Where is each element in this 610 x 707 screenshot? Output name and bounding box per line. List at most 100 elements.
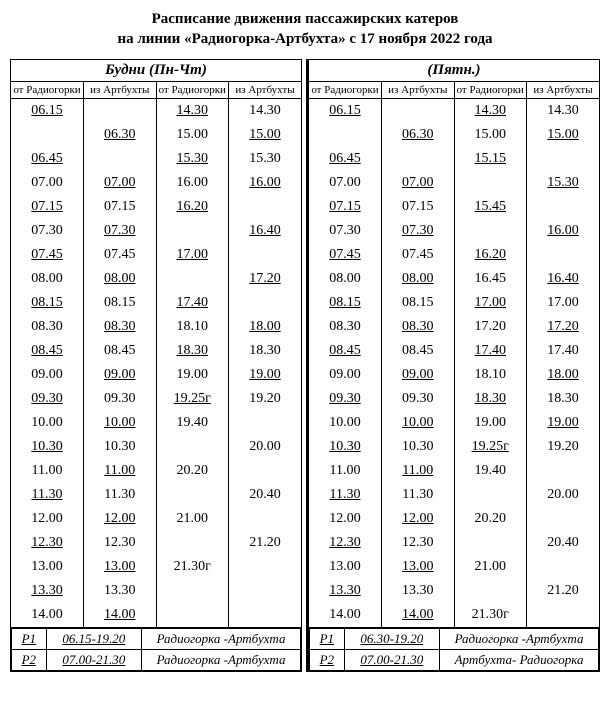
time-cell: [229, 555, 302, 579]
time-cell: 07.30: [84, 219, 157, 243]
page-title: Расписание движения пассажирских катеров…: [10, 10, 600, 49]
time-cell: 21.00: [454, 555, 527, 579]
time-cell: 07.00: [84, 171, 157, 195]
time-cell: 15.00: [156, 123, 229, 147]
footer-id: Р2: [310, 650, 345, 671]
time-cell: 08.30: [11, 315, 84, 339]
time-cell: 11.00: [309, 459, 382, 483]
time-cell: 06.15: [309, 99, 382, 124]
time-cell: 12.00: [309, 507, 382, 531]
col-header: из Артбухты: [527, 82, 600, 99]
table-row: 08.3008.3017.2017.20: [309, 315, 599, 339]
time-cell: 20.00: [527, 483, 600, 507]
time-cell: 10.00: [309, 411, 382, 435]
time-cell: 18.10: [156, 315, 229, 339]
time-cell: 08.45: [309, 339, 382, 363]
table-row: 07.4507.4516.20: [309, 243, 599, 267]
time-cell: 15.45: [454, 195, 527, 219]
time-cell: 15.30: [229, 147, 302, 171]
col-header: от Радиогорки: [309, 82, 382, 99]
time-cell: 19.40: [156, 411, 229, 435]
time-cell: 07.00: [11, 171, 84, 195]
time-cell: [156, 267, 229, 291]
time-cell: 06.30: [382, 123, 455, 147]
time-cell: 20.20: [156, 459, 229, 483]
time-cell: 12.30: [11, 531, 84, 555]
time-cell: 13.30: [84, 579, 157, 603]
table-row: 12.0012.0020.20: [309, 507, 599, 531]
time-cell: 07.00: [382, 171, 455, 195]
time-cell: [229, 291, 302, 315]
table-row: 10.3010.3019.25г19.20: [309, 435, 599, 459]
time-cell: 14.30: [454, 99, 527, 124]
time-cell: 08.15: [309, 291, 382, 315]
time-cell: 09.00: [309, 363, 382, 387]
col-header: от Радиогорки: [11, 82, 84, 99]
table-row: 06.3015.0015.00: [309, 123, 599, 147]
table-row: 06.15 14.3014.30: [309, 99, 599, 124]
weekdays-panel: Будни (Пн-Чт) от Радиогорки из Артбухты …: [10, 59, 302, 672]
time-cell: 14.00: [84, 603, 157, 627]
time-cell: 08.30: [84, 315, 157, 339]
time-cell: 18.00: [229, 315, 302, 339]
time-cell: 06.30: [84, 123, 157, 147]
time-cell: 08.00: [84, 267, 157, 291]
time-cell: 07.15: [84, 195, 157, 219]
time-cell: 12.30: [309, 531, 382, 555]
time-cell: 07.45: [382, 243, 455, 267]
table-row: 07.0007.0015.30: [309, 171, 599, 195]
time-cell: 11.30: [11, 483, 84, 507]
time-cell: [382, 99, 455, 124]
time-cell: 09.30: [309, 387, 382, 411]
time-cell: 08.15: [11, 291, 84, 315]
time-cell: [156, 483, 229, 507]
time-cell: 19.00: [156, 363, 229, 387]
time-cell: 14.30: [527, 99, 600, 124]
time-cell: 20.20: [454, 507, 527, 531]
time-cell: 10.00: [382, 411, 455, 435]
table-row: 14.0014.0021.30г: [309, 603, 599, 627]
time-cell: 16.00: [156, 171, 229, 195]
time-cell: [11, 123, 84, 147]
time-cell: 09.30: [382, 387, 455, 411]
time-cell: 18.30: [527, 387, 600, 411]
time-cell: 20.00: [229, 435, 302, 459]
footer-row: Р106.30-19.20Радиогорка -Артбухта: [310, 629, 599, 650]
time-cell: 12.30: [84, 531, 157, 555]
friday-label: (Пятн.): [309, 60, 599, 82]
time-cell: 07.45: [309, 243, 382, 267]
time-cell: 18.30: [156, 339, 229, 363]
friday-footer: Р106.30-19.20Радиогорка -АртбухтаР207.00…: [309, 627, 599, 671]
table-row: 09.3009.3019.25г19.20: [11, 387, 301, 411]
time-cell: 20.40: [527, 531, 600, 555]
table-row: 10.3010.3020.00: [11, 435, 301, 459]
time-cell: 13.30: [382, 579, 455, 603]
footer-route: Радиогорка -Артбухта: [142, 650, 301, 671]
time-cell: 19.00: [454, 411, 527, 435]
time-cell: 18.10: [454, 363, 527, 387]
table-row: 13.3013.30: [11, 579, 301, 603]
time-cell: 08.30: [382, 315, 455, 339]
time-cell: [527, 603, 600, 627]
time-cell: 17.20: [527, 315, 600, 339]
friday-table: от Радиогорки из Артбухты от Радиогорки …: [309, 82, 599, 627]
time-cell: 19.00: [229, 363, 302, 387]
table-row: 10.0010.0019.40: [11, 411, 301, 435]
time-cell: [84, 99, 157, 124]
time-cell: [454, 483, 527, 507]
table-row: 14.0014.00: [11, 603, 301, 627]
time-cell: 11.00: [84, 459, 157, 483]
schedule-layout: Будни (Пн-Чт) от Радиогорки из Артбухты …: [10, 59, 600, 672]
time-cell: 07.45: [84, 243, 157, 267]
time-cell: [527, 459, 600, 483]
time-cell: 18.30: [454, 387, 527, 411]
time-cell: [527, 147, 600, 171]
time-cell: [156, 219, 229, 243]
time-cell: 16.00: [229, 171, 302, 195]
time-cell: 19.25г: [156, 387, 229, 411]
time-cell: 11.30: [309, 483, 382, 507]
footer-route: Радиогорка -Артбухта: [440, 629, 599, 650]
time-cell: 07.30: [11, 219, 84, 243]
table-row: 08.0008.0016.4516.40: [309, 267, 599, 291]
table-row: 08.4508.4517.4017.40: [309, 339, 599, 363]
